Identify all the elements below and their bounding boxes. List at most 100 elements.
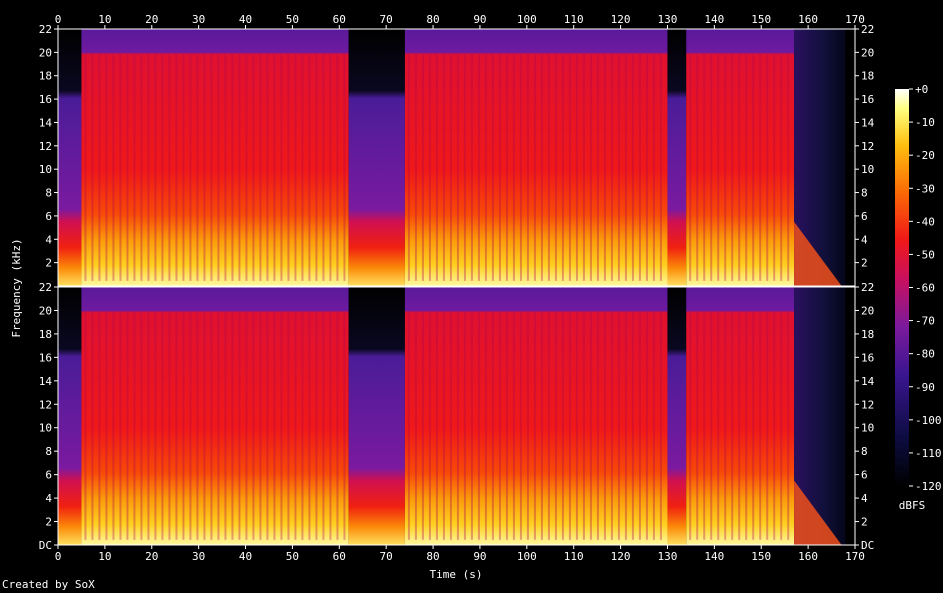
texture-stripe: [217, 312, 220, 540]
y-tick-label: 8: [45, 187, 52, 200]
texture-stripe: [189, 54, 192, 281]
texture-stripe: [175, 54, 178, 281]
colorbar-tick-label: -120: [915, 480, 942, 493]
texture-stripe: [463, 312, 466, 540]
texture-stripe: [724, 312, 727, 540]
texture-stripe: [126, 54, 129, 281]
texture-stripes: [407, 312, 662, 540]
texture-stripe: [787, 54, 790, 281]
texture-stripe: [575, 54, 578, 281]
y-tick-label: 16: [39, 351, 52, 364]
colorbar-tick-label: -90: [915, 381, 935, 394]
texture-stripe: [442, 54, 445, 281]
y-tick-label: 22: [861, 281, 874, 294]
texture-stripe: [259, 312, 262, 540]
texture-stripe: [603, 312, 606, 540]
texture-stripe: [533, 54, 536, 281]
texture-stripe: [491, 312, 494, 540]
x-tick-label: 40: [239, 550, 252, 563]
texture-stripe: [703, 312, 706, 540]
texture-stripe: [175, 312, 178, 540]
y-tick-label: 2: [861, 516, 868, 529]
y-tick-label: 18: [39, 328, 52, 341]
texture-stripe: [745, 312, 748, 540]
x-tick-label: 90: [473, 13, 486, 26]
texture-stripe: [287, 54, 290, 281]
segment-loud: [686, 29, 795, 286]
texture-stripe: [752, 54, 755, 281]
texture-stripe: [119, 54, 122, 281]
texture-stripe: [766, 54, 769, 281]
x-tick-label: 130: [658, 550, 678, 563]
texture-stripe: [589, 54, 592, 281]
x-tick-label: 110: [564, 550, 584, 563]
texture-stripe: [210, 312, 213, 540]
y-tick-label: 2: [45, 516, 52, 529]
texture-stripe: [512, 312, 515, 540]
texture-stripe: [105, 312, 108, 540]
x-tick-label: 60: [333, 550, 346, 563]
y-tick-label: 10: [861, 163, 874, 176]
x-tick-label: 10: [98, 550, 111, 563]
x-tick-label: 170: [845, 550, 865, 563]
texture-stripe: [182, 312, 185, 540]
colorbar-tick-label: -80: [915, 348, 935, 361]
y-tick-label: 6: [45, 469, 52, 482]
texture-stripe: [624, 54, 627, 281]
y-tick-label: 4: [45, 492, 52, 505]
texture-stripe: [470, 54, 473, 281]
texture-stripe: [780, 312, 783, 540]
texture-stripe: [203, 54, 206, 281]
texture-stripe: [638, 54, 641, 281]
texture-stripe: [259, 54, 262, 281]
texture-stripe: [505, 54, 508, 281]
texture-stripe: [329, 54, 332, 281]
x-tick-label: 20: [145, 550, 158, 563]
texture-stripe: [773, 54, 776, 281]
texture-stripe: [98, 312, 101, 540]
texture-stripe: [645, 54, 648, 281]
y-tick-label: 14: [861, 116, 875, 129]
texture-stripe: [322, 312, 325, 540]
texture-stripes: [689, 312, 790, 540]
x-axis-ticks: 0 0 10 10 20 20 30 30 40 40 50 50 60 60 70 70 80 80 90 90 10…: [55, 13, 865, 563]
texture-stripe: [308, 54, 311, 281]
colorbar-scale: [895, 89, 909, 486]
texture-stripe: [780, 54, 783, 281]
texture-stripe: [696, 312, 699, 540]
x-tick-label: 40: [239, 13, 252, 26]
y-tick-label: 16: [861, 93, 874, 106]
texture-stripe: [252, 54, 255, 281]
texture-stripe: [238, 312, 241, 540]
texture-stripe: [273, 312, 276, 540]
texture-stripe: [696, 54, 699, 281]
y-tick-label: 10: [39, 422, 52, 435]
texture-stripe: [245, 312, 248, 540]
y-tick-label: 12: [861, 398, 874, 411]
texture-stripe: [561, 312, 564, 540]
y-tick-label: 22: [39, 281, 52, 294]
texture-stripe: [91, 312, 94, 540]
texture-stripe: [689, 54, 692, 281]
texture-stripe: [484, 312, 487, 540]
texture-stripe: [98, 54, 101, 281]
x-tick-label: 150: [751, 13, 771, 26]
texture-stripe: [575, 312, 578, 540]
y-tick-label: 16: [861, 351, 874, 364]
y-tick-label: DC: [861, 539, 874, 552]
x-tick-label: 70: [380, 13, 393, 26]
texture-stripes: [407, 54, 662, 281]
y-tick-label: DC: [39, 539, 52, 552]
texture-stripe: [428, 312, 431, 540]
texture-stripe: [689, 312, 692, 540]
texture-stripe: [322, 54, 325, 281]
fade-low-band: [794, 221, 842, 286]
texture-stripe: [140, 312, 143, 540]
texture-stripe: [301, 312, 304, 540]
texture-stripe: [238, 54, 241, 281]
texture-stripe: [182, 54, 185, 281]
texture-stripe: [294, 312, 297, 540]
y-tick-label: 4: [861, 492, 868, 505]
y-axis-label: Frequency (kHz): [10, 238, 23, 337]
